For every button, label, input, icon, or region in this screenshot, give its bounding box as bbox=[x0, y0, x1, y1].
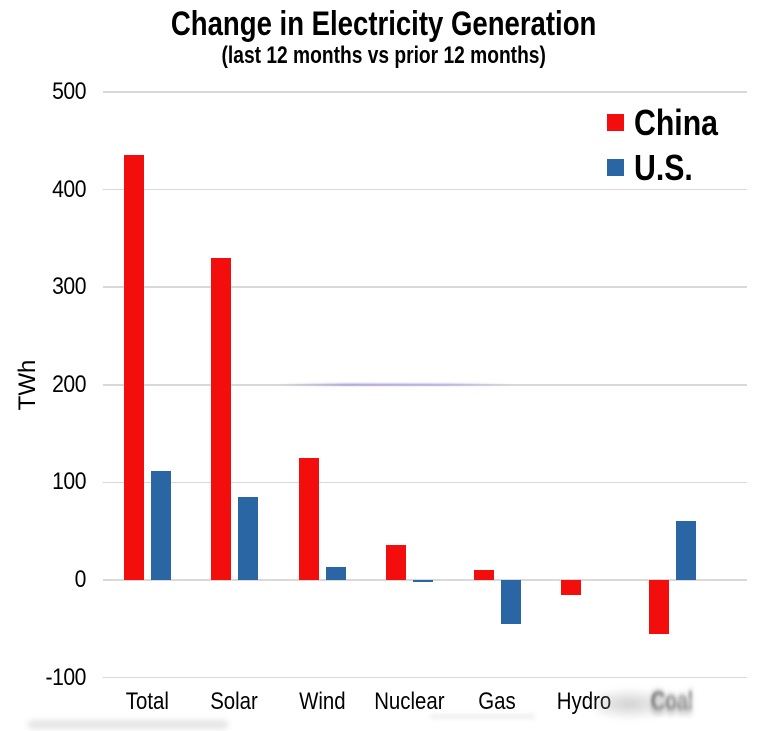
x-label-coal: Coal bbox=[612, 688, 732, 716]
y-tick-label-300: 300 bbox=[52, 273, 86, 301]
y-tick-label-200: 200 bbox=[52, 370, 86, 398]
x-label-text-coal: Coal bbox=[651, 688, 693, 715]
bar-us-nuclear bbox=[413, 579, 433, 582]
legend-swatch-china bbox=[607, 114, 624, 131]
gridline-500 bbox=[103, 91, 747, 93]
x-label-solar: Solar bbox=[175, 688, 295, 716]
gridline-200 bbox=[103, 384, 747, 386]
legend: China U.S. bbox=[607, 100, 734, 190]
x-label-text-nuclear: Nuclear bbox=[374, 688, 445, 715]
bottom-center-smudge bbox=[430, 714, 535, 719]
chart-title: Change in Electricity Generation bbox=[0, 4, 767, 44]
bar-china-total bbox=[123, 155, 144, 580]
bar-us-total bbox=[150, 470, 171, 580]
chart-subtitle-text: (last 12 months vs prior 12 months) bbox=[221, 42, 546, 69]
legend-item-china: China bbox=[607, 100, 734, 145]
x-label-text-hydro: Hydro bbox=[557, 688, 612, 715]
x-label-text-gas: Gas bbox=[478, 688, 516, 715]
x-label-nuclear: Nuclear bbox=[350, 688, 470, 716]
x-label-gas: Gas bbox=[437, 688, 557, 716]
x-label-text-wind: Wind bbox=[298, 688, 346, 715]
gridline-300 bbox=[103, 286, 747, 288]
gridline-100 bbox=[103, 481, 747, 484]
y-tick-label-0: 0 bbox=[74, 565, 87, 593]
bar-us-gas bbox=[500, 579, 521, 624]
gridline-400 bbox=[103, 188, 747, 191]
legend-item-us: U.S. bbox=[607, 145, 734, 190]
bar-china-solar bbox=[211, 257, 231, 580]
x-label-text-solar: Solar bbox=[210, 688, 259, 715]
legend-swatch-us bbox=[607, 159, 624, 176]
chart-subtitle: (last 12 months vs prior 12 months) bbox=[0, 43, 767, 69]
chart-title-text: Change in Electricity Generation bbox=[170, 5, 597, 43]
y-tick-label-500: 500 bbox=[52, 78, 86, 105]
x-label-wind: Wind bbox=[262, 688, 382, 716]
y-tick-label--100: -100 bbox=[45, 663, 86, 691]
gridline--100 bbox=[103, 676, 747, 679]
legend-label-china: China bbox=[634, 101, 719, 143]
bar-china-wind bbox=[298, 457, 319, 580]
bar-us-coal bbox=[675, 521, 696, 580]
bar-china-gas bbox=[473, 570, 494, 580]
legend-label-us: U.S. bbox=[634, 146, 693, 188]
y-tick-label-100: 100 bbox=[52, 468, 86, 496]
watermark-smear bbox=[278, 383, 513, 386]
bar-us-solar bbox=[238, 496, 258, 580]
bar-china-nuclear bbox=[386, 544, 406, 580]
x-label-total: Total bbox=[87, 688, 207, 716]
bottom-left-smudge bbox=[28, 720, 228, 729]
bar-china-coal bbox=[648, 579, 669, 634]
y-tick-label-400: 400 bbox=[52, 175, 86, 203]
x-label-text-total: Total bbox=[125, 688, 169, 715]
bar-china-hydro bbox=[561, 579, 581, 595]
bar-us-wind bbox=[325, 567, 346, 580]
